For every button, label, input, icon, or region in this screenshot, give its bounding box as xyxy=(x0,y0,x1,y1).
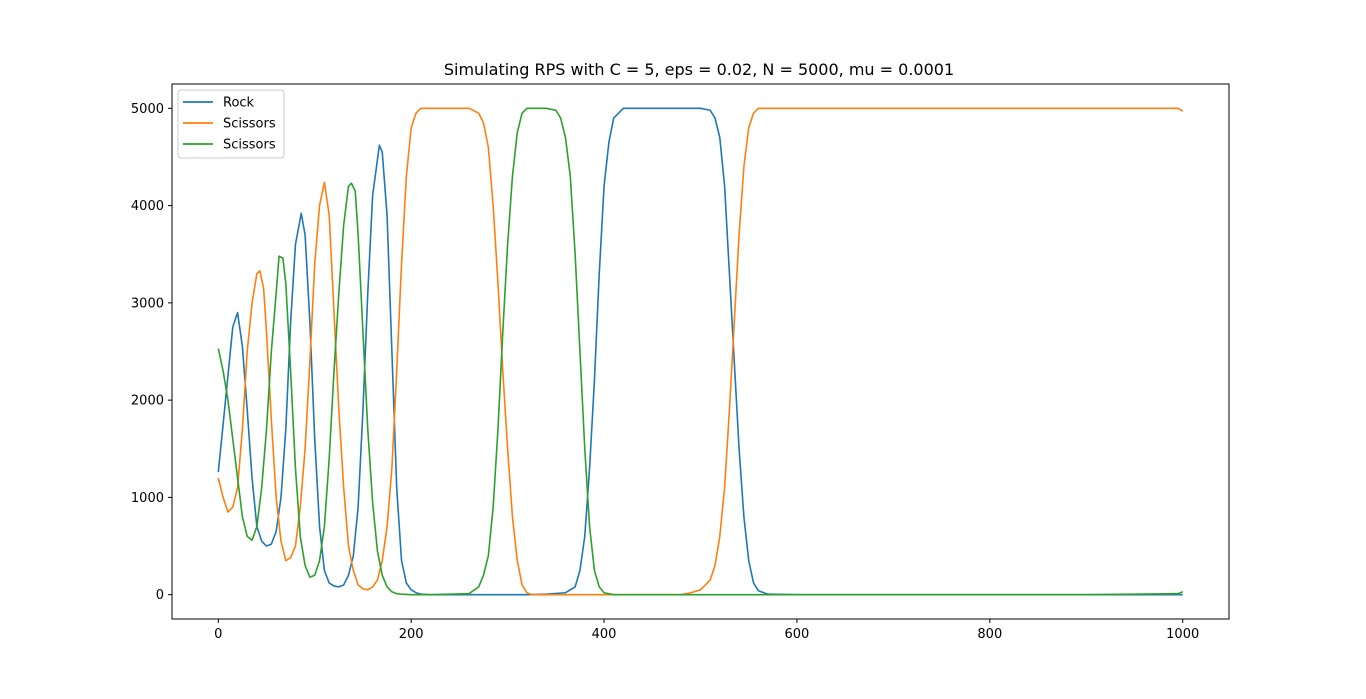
x-tick-label: 200 xyxy=(399,627,424,642)
x-axis: 0 200 400 600 800 1000 xyxy=(214,619,1199,642)
plot-area-frame xyxy=(171,83,1230,620)
chart-title: Simulating RPS with C = 5, eps = 0.02, N… xyxy=(444,60,954,79)
y-tick-label: 0 xyxy=(156,588,164,603)
y-axis: 0 1000 2000 3000 4000 5000 xyxy=(131,102,172,603)
x-tick-label: 400 xyxy=(592,627,617,642)
y-tick-label: 4000 xyxy=(131,199,164,214)
legend: Rock Scissors Scissors xyxy=(177,89,285,159)
series-line-2 xyxy=(217,107,1184,596)
legend-label: Scissors xyxy=(223,138,276,153)
y-tick-label: 1000 xyxy=(131,491,164,506)
x-tick-label: 800 xyxy=(977,627,1002,642)
series-line-3 xyxy=(217,107,1184,596)
y-tick-label: 5000 xyxy=(131,102,164,117)
x-tick-label: 0 xyxy=(214,627,222,642)
legend-box xyxy=(177,89,285,159)
y-tick-label: 3000 xyxy=(131,296,164,311)
series-layer xyxy=(217,107,1184,596)
series-line-1 xyxy=(217,107,1183,596)
y-tick-label: 2000 xyxy=(131,394,164,409)
legend-label: Scissors xyxy=(223,117,276,132)
x-tick-label: 1000 xyxy=(1166,627,1199,642)
legend-label: Rock xyxy=(223,96,255,111)
x-tick-label: 600 xyxy=(785,627,810,642)
